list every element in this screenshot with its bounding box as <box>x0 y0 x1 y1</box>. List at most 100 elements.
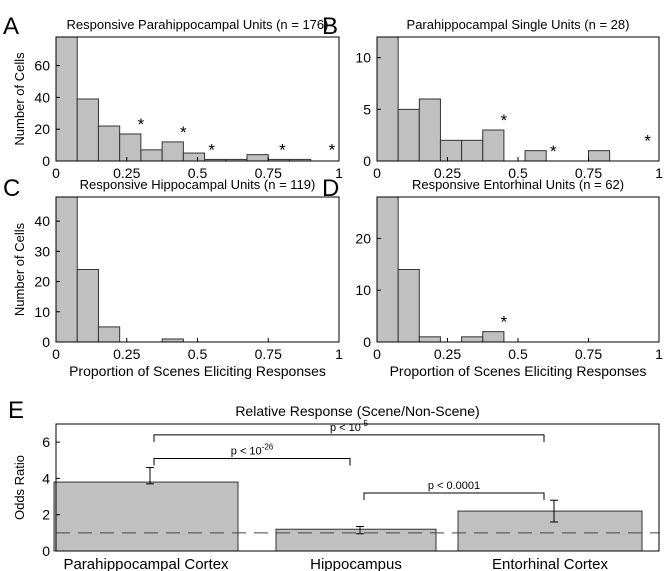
x-tick-label: 1 <box>655 165 663 181</box>
p-value-label: p < 10-5 <box>330 419 369 434</box>
x-tick-label: 0.25 <box>113 165 140 181</box>
y-tick-label: 10 <box>34 304 50 320</box>
y-tick-label: 20 <box>355 230 371 246</box>
panel-letter: D <box>322 175 339 202</box>
category-label: Entorhinal Cortex <box>492 556 608 571</box>
x-tick-label: 0.25 <box>113 346 140 362</box>
panel-letter: B <box>322 13 338 40</box>
y-tick-label: 20 <box>34 121 50 137</box>
histogram-bar <box>376 196 399 343</box>
y-axis-label: Number of Cells <box>12 222 27 316</box>
comparison-bracket <box>153 434 545 442</box>
x-tick-label: 0.5 <box>188 346 208 362</box>
panel-title: Relative Response (Scene/Non-Scene) <box>235 403 479 419</box>
histogram-bar <box>97 125 121 162</box>
comparison-bracket <box>153 457 351 466</box>
histogram-bar <box>76 269 99 343</box>
panel-title: Parahippocampal Single Units (n = 28) <box>407 17 630 32</box>
x-axis-label: Proportion of Scenes Eliciting Responses <box>390 363 647 379</box>
x-tick-label: 0 <box>52 165 60 181</box>
histogram-bar <box>182 152 206 162</box>
x-tick-label: 0 <box>373 346 381 362</box>
histogram-bar <box>97 326 121 343</box>
y-tick-label: 0 <box>42 543 50 559</box>
significance-star: * <box>501 111 508 130</box>
x-tick-label: 1 <box>335 165 343 181</box>
significance-star: * <box>279 140 286 159</box>
y-axis-label: Odds Ratio <box>12 455 27 520</box>
x-tick-label: 0.25 <box>434 165 461 181</box>
histogram-bar <box>55 196 78 343</box>
histogram-bar <box>418 336 441 343</box>
histogram-bar <box>140 149 163 162</box>
significance-star: * <box>550 142 557 161</box>
x-tick-label: 0.25 <box>434 346 461 362</box>
x-tick-label: 0.5 <box>508 346 528 362</box>
y-tick-label: 30 <box>34 243 50 259</box>
plot-frame <box>55 423 660 552</box>
histogram-bar <box>246 154 269 162</box>
x-tick-label: 0.5 <box>508 165 528 181</box>
panel-letter: C <box>3 175 20 202</box>
y-tick-label: 60 <box>34 58 50 74</box>
y-tick-label: 0 <box>363 153 371 169</box>
histogram-bar <box>588 150 611 162</box>
p-value-exponent: -5 <box>361 419 369 428</box>
panel-letter: A <box>3 13 19 40</box>
histogram-bar <box>376 36 399 162</box>
histogram-bar <box>482 129 505 162</box>
y-tick-label: 10 <box>355 282 371 298</box>
y-tick-label: 5 <box>363 101 371 117</box>
x-tick-label: 0 <box>373 165 381 181</box>
y-tick-label: 0 <box>42 153 50 169</box>
p-value-label: p < 10-26 <box>231 442 274 457</box>
panel-title: Responsive Hippocampal Units (n = 119) <box>80 177 316 192</box>
y-tick-label: 6 <box>42 434 50 450</box>
x-tick-label: 0.75 <box>575 346 602 362</box>
y-tick-label: 20 <box>34 274 50 290</box>
histogram-bar <box>461 139 484 162</box>
p-value-base: p < 10 <box>231 445 262 457</box>
x-tick-label: 0.75 <box>255 165 282 181</box>
significance-star: * <box>208 140 215 159</box>
histogram-bar <box>524 150 547 162</box>
histogram-bar <box>418 98 441 162</box>
x-tick-label: 0 <box>52 346 60 362</box>
y-tick-label: 10 <box>355 50 371 66</box>
histogram-bar <box>482 331 505 343</box>
y-tick-label: 4 <box>42 470 50 486</box>
x-tick-label: 1 <box>655 346 663 362</box>
p-value-base: p < 10 <box>330 422 361 434</box>
x-tick-label: 0.75 <box>255 346 282 362</box>
p-value-label: p < 0.0001 <box>428 480 480 492</box>
significance-star: * <box>180 123 187 142</box>
x-tick-label: 0.5 <box>188 165 208 181</box>
y-tick-label: 40 <box>34 89 50 105</box>
histogram-bar <box>461 336 484 343</box>
histogram-bar <box>119 133 142 162</box>
y-tick-label: 2 <box>42 507 50 523</box>
panel-title: Responsive Parahippocampal Units (n = 17… <box>67 17 329 32</box>
odds-ratio-bar <box>457 510 643 552</box>
histogram-bar <box>76 98 99 162</box>
significance-star: * <box>138 115 145 134</box>
y-tick-label: 40 <box>34 213 50 229</box>
x-tick-label: 1 <box>335 346 343 362</box>
x-tick-label: 0.75 <box>575 165 602 181</box>
x-axis-label: Proportion of Scenes Eliciting Responses <box>69 363 326 379</box>
histogram-bar <box>161 141 184 162</box>
histogram-bar <box>439 139 463 162</box>
y-tick-label: 0 <box>42 334 50 350</box>
panel-title: Responsive Entorhinal Units (n = 62) <box>412 177 624 192</box>
y-axis-label: Number of Cells <box>12 52 27 146</box>
histogram-bar <box>55 36 78 162</box>
significance-star: * <box>329 140 336 159</box>
histogram-bar <box>397 108 420 162</box>
y-tick-label: 0 <box>363 334 371 350</box>
comparison-bracket <box>363 492 545 500</box>
odds-ratio-bar <box>53 481 239 552</box>
histogram-bar <box>397 269 420 343</box>
p-value-exponent: -26 <box>262 442 274 451</box>
category-label: Parahippocampal Cortex <box>63 556 229 571</box>
